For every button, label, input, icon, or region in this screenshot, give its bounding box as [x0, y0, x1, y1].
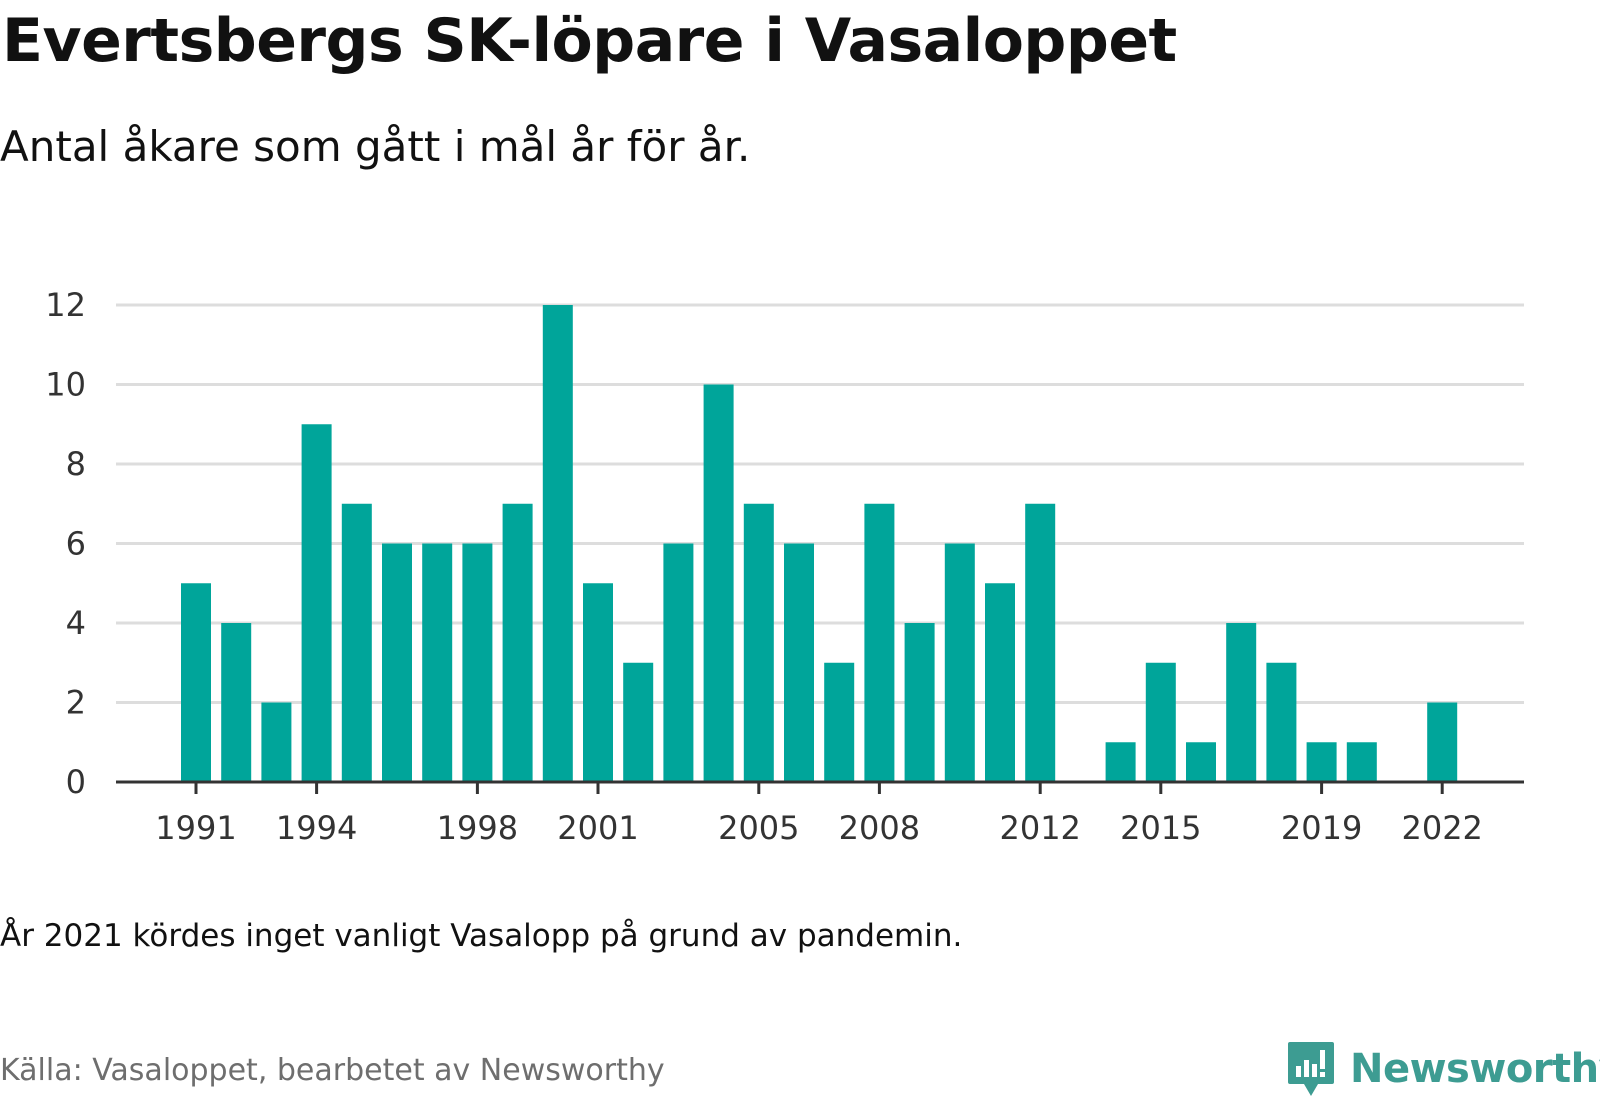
source-text: Källa: Vasaloppet, bearbetet av Newswort… — [0, 1053, 665, 1088]
bar-2003 — [663, 543, 694, 782]
brand-name: Newsworthy — [1350, 1046, 1600, 1092]
y-tick-label: 8 — [66, 445, 86, 483]
bar-2007 — [824, 662, 855, 782]
bar-2008 — [864, 503, 895, 782]
x-tick-label: 2012 — [999, 809, 1080, 847]
bar-2010 — [944, 543, 975, 782]
bar-2014 — [1105, 742, 1136, 782]
bar-2009 — [904, 623, 935, 782]
bar-2015 — [1145, 662, 1176, 782]
x-tick-label: 2005 — [718, 809, 799, 847]
y-axis-labels: 0 2 4 6 8 10 12 — [45, 286, 86, 801]
x-tick-label: 1991 — [155, 809, 236, 847]
y-tick-label: 10 — [45, 366, 86, 404]
bar-2011 — [985, 583, 1015, 782]
bar-2001 — [583, 583, 613, 782]
x-tick-label: 2001 — [557, 809, 638, 847]
bar-1996 — [382, 543, 412, 782]
y-tick-label: 12 — [45, 286, 86, 324]
x-axis — [116, 780, 1524, 794]
bar-2006 — [784, 543, 814, 782]
bar-2022 — [1427, 702, 1458, 782]
bar-chart: 0 2 4 6 8 10 12 1991 1994 1998 2001 2005 2008 2012 20… — [45, 286, 1524, 847]
bar-2004 — [703, 384, 734, 782]
bar-1991 — [181, 583, 211, 782]
footnote: År 2021 kördes inget vanligt Vasalopp på… — [0, 918, 963, 954]
y-tick-label: 4 — [66, 604, 86, 642]
bar-2018 — [1266, 662, 1297, 782]
newsworthy-logo[interactable]: Newsworthy — [1286, 1034, 1600, 1104]
bar-2019 — [1306, 742, 1337, 782]
x-tick-label: 2022 — [1401, 809, 1482, 847]
x-tick-label: 2015 — [1120, 809, 1201, 847]
bar-1994 — [301, 424, 332, 782]
chart-subtitle: Antal åkare som gått i mål år för år. — [0, 122, 751, 171]
y-tick-label: 6 — [66, 525, 86, 563]
bar-2002 — [623, 662, 654, 782]
bar-1995 — [341, 503, 372, 782]
x-axis-labels: 1991 1994 1998 2001 2005 2008 2012 2015 2019 2022 — [155, 809, 1483, 847]
y-tick-label: 0 — [66, 763, 86, 801]
bars — [181, 305, 1458, 782]
bar-1999 — [502, 503, 533, 782]
bar-2016 — [1186, 742, 1216, 782]
x-tick-label: 1998 — [437, 809, 518, 847]
newsworthy-logo-icon — [1288, 1042, 1334, 1096]
bar-1992 — [221, 623, 252, 782]
y-tick-label: 2 — [66, 684, 86, 722]
x-tick-label: 1994 — [276, 809, 357, 847]
bar-1993 — [261, 702, 292, 782]
x-tick-label: 2008 — [839, 809, 920, 847]
x-tick-label: 2019 — [1281, 809, 1362, 847]
bar-2005 — [743, 503, 774, 782]
bar-1998 — [462, 543, 493, 782]
bar-1997 — [422, 543, 453, 782]
bar-2020 — [1346, 742, 1377, 782]
bar-2000 — [542, 305, 573, 782]
bar-2012 — [1025, 503, 1056, 782]
bar-2017 — [1226, 623, 1257, 782]
chart-title: Evertsbergs SK-löpare i Vasaloppet — [2, 6, 1177, 76]
